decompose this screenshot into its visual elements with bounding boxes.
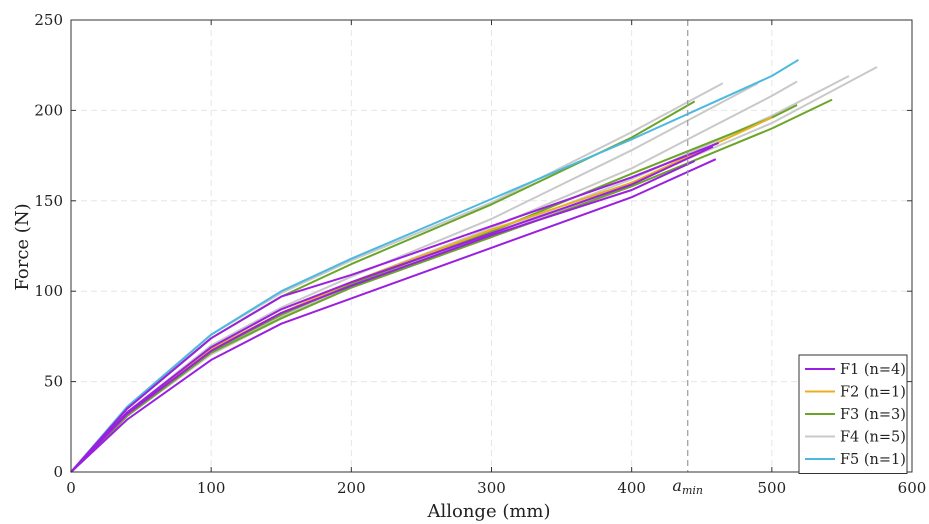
y-tick-label: 50 <box>44 373 63 391</box>
series-line-f2 <box>70 116 773 473</box>
x-tick-label: 400 <box>617 479 646 497</box>
series-line-f1 <box>70 158 717 473</box>
y-tick-label: 100 <box>34 282 63 300</box>
y-tick-label: 150 <box>34 192 63 210</box>
x-axis-label: Allonge (mm) <box>426 501 550 522</box>
series-line-f1 <box>70 160 696 473</box>
y-tick-label: 200 <box>34 101 63 119</box>
legend-label: F1 (n=4) <box>840 362 906 378</box>
x-tick-label: 0 <box>66 479 76 497</box>
amin-label: amin <box>672 476 703 497</box>
x-tick-label: 200 <box>337 479 366 497</box>
y-axis-label: Force (N) <box>12 203 33 290</box>
legend-label: F3 (n=3) <box>840 407 906 423</box>
x-tick-label: 500 <box>758 479 787 497</box>
series-line-f4 <box>70 82 759 473</box>
axis-ticks: 0 100 200 300 400 500 600 0 50 100 150 200 250 <box>34 11 926 497</box>
x-tick-label: 100 <box>197 479 226 497</box>
series-line-f5 <box>70 58 800 473</box>
series-line-f4 <box>70 66 878 473</box>
series-lines <box>70 58 878 473</box>
series-line-f1 <box>70 141 719 473</box>
legend-label: F4 (n=5) <box>840 430 906 446</box>
x-tick-label: 300 <box>477 479 506 497</box>
y-tick-label: 250 <box>34 11 63 29</box>
x-tick-label: 600 <box>898 479 927 497</box>
legend-label: F2 (n=1) <box>840 385 906 401</box>
amin-annotation: amin <box>672 20 703 497</box>
y-tick-label: 0 <box>53 463 63 481</box>
series-line-f3 <box>70 98 833 473</box>
legend-label: F5 (n=1) <box>840 452 906 468</box>
series-line-f1 <box>70 145 714 473</box>
legend: F1 (n=4) F2 (n=1) F3 (n=3) F4 (n=5) F5 (n=1) <box>798 354 908 474</box>
